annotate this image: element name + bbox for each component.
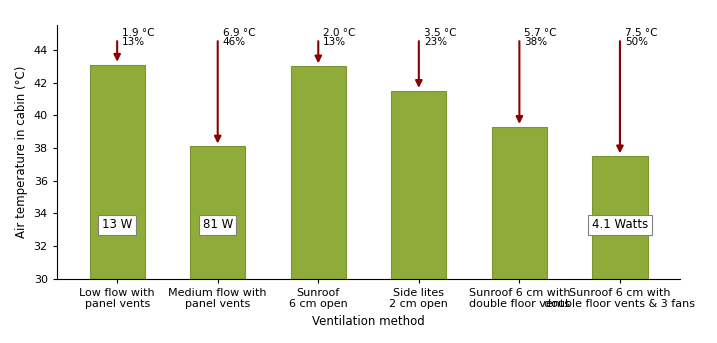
Text: 6.9 °C: 6.9 °C	[223, 27, 255, 37]
Text: 4.1 Watts: 4.1 Watts	[592, 218, 648, 231]
Bar	[391, 91, 447, 279]
Text: 46%: 46%	[223, 37, 246, 47]
Text: 13 W: 13 W	[102, 218, 133, 231]
Bar	[492, 127, 547, 279]
Text: 13%: 13%	[122, 37, 146, 47]
Text: 38%: 38%	[524, 37, 548, 47]
Bar	[190, 146, 245, 279]
Text: 7.5 °C: 7.5 °C	[625, 27, 657, 37]
Text: 81 W: 81 W	[203, 218, 233, 231]
X-axis label: Ventilation method: Ventilation method	[312, 315, 425, 328]
Bar	[90, 64, 145, 279]
Text: 50%: 50%	[625, 37, 648, 47]
Bar	[592, 156, 647, 279]
Text: 5.7 °C: 5.7 °C	[524, 27, 557, 37]
Text: 2.0 °C: 2.0 °C	[323, 27, 356, 37]
Text: 13%: 13%	[323, 37, 346, 47]
Text: 1.9 °C: 1.9 °C	[122, 27, 155, 37]
Bar	[290, 66, 346, 279]
Text: 23%: 23%	[424, 37, 447, 47]
Text: 3.5 °C: 3.5 °C	[424, 27, 456, 37]
Y-axis label: Air temperature in cabin (°C): Air temperature in cabin (°C)	[15, 66, 28, 238]
